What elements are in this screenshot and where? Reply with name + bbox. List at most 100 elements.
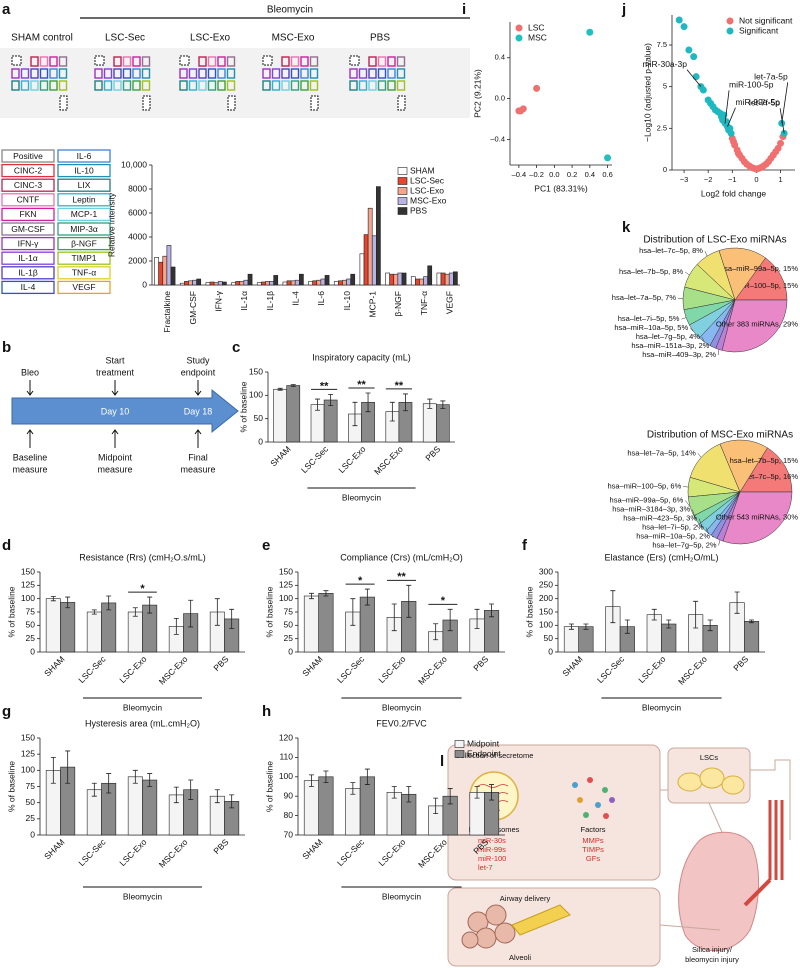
slice-label: hsa–let–7g–5p, 4% — [636, 332, 701, 341]
panel-label: b — [2, 339, 11, 356]
panel-label: e — [262, 537, 270, 554]
antibody-label: Leptin — [72, 195, 95, 205]
array-spot — [368, 68, 377, 79]
x-axis-label: Log2 fold change — [701, 188, 766, 198]
array-spot — [179, 68, 188, 79]
antibody-swatch — [1, 178, 55, 192]
annotation: miR-100-5p — [729, 80, 774, 90]
antibody-label: CNTF — [17, 195, 40, 205]
bar — [308, 281, 313, 286]
slice-leader — [689, 327, 695, 333]
error-bar — [350, 782, 356, 795]
bar — [469, 792, 485, 836]
array-spot — [141, 56, 151, 67]
array-spot — [377, 56, 387, 67]
significance-label: ** — [357, 379, 366, 391]
error-bar — [323, 770, 329, 784]
significance-label: ** — [397, 571, 406, 583]
legend-swatch — [397, 167, 408, 175]
antibody-label: IL-10 — [74, 165, 94, 175]
array-spot — [290, 56, 300, 67]
x-tick-label: LSC-Sec — [335, 653, 367, 685]
array-spot — [49, 80, 58, 91]
bar — [86, 611, 102, 653]
bar — [453, 271, 458, 286]
x-tick-label: –0.4 — [512, 170, 527, 179]
error-bar — [323, 590, 329, 597]
y-tick-label: 0 — [30, 646, 35, 656]
column-label: SHAM control — [11, 33, 73, 44]
slice-label: Other 543 miRNAs, 30% — [716, 512, 798, 521]
x-tick-label: MSC-Exo — [157, 654, 190, 687]
y-tick-label: 150 — [539, 606, 553, 616]
y-tick-label: 2.5 — [657, 123, 667, 132]
point — [699, 86, 707, 94]
bar — [213, 282, 219, 286]
bar — [324, 275, 330, 286]
bar — [294, 279, 300, 286]
bar — [346, 278, 351, 286]
legend-label: Not significant — [739, 15, 793, 25]
array-spot — [94, 55, 105, 66]
y-axis-label: % of baseline — [238, 381, 248, 432]
bar — [743, 621, 760, 653]
panel-label: l — [440, 753, 444, 770]
bar — [45, 598, 61, 653]
mirna-label: miR-30s — [478, 836, 506, 845]
x-tick-label: PBS — [423, 444, 442, 463]
chart-title: Elastance (Ers) (cmH₂O/mL) — [604, 552, 718, 562]
y-tick-label: 6000 — [128, 207, 147, 217]
error-bar — [229, 794, 235, 809]
x-tick-label: SHAM — [300, 654, 324, 678]
slice-label: hsa–let–7a–5p, 7% — [612, 293, 677, 302]
x-tick-label: PBS — [211, 837, 230, 856]
y-tick-label: 25 — [26, 813, 36, 823]
x-axis-label: PC1 (83.31%) — [534, 183, 588, 193]
error-bar — [427, 398, 433, 409]
x-tick-label: VEGF — [444, 291, 454, 314]
antibody-swatch — [1, 193, 55, 207]
bar — [261, 281, 266, 286]
y-tick-label: 75 — [284, 606, 294, 616]
array-spot — [309, 68, 319, 79]
antibody-swatch — [1, 266, 55, 280]
bar — [393, 273, 399, 286]
bar — [410, 276, 416, 286]
y-tick-label: 7.5 — [657, 40, 667, 49]
slice-label: hsa–let–7g–5p, 2% — [652, 540, 717, 549]
x-tick-label: MSC-Exo — [157, 837, 190, 870]
array-spot — [396, 56, 406, 67]
array-spot — [349, 80, 358, 91]
group-label: Bleomycin — [342, 492, 381, 502]
error-bar — [106, 595, 112, 611]
x-tick-label: −3 — [680, 175, 689, 184]
error-bar — [147, 596, 153, 614]
y-tick-label: 200 — [539, 593, 553, 603]
bar — [170, 266, 176, 286]
y-tick-label: 50 — [26, 797, 36, 807]
antibody-label: TNF-α — [72, 268, 96, 278]
chart-title: FEV0.2/FVC — [376, 718, 427, 728]
error-bar — [749, 619, 755, 624]
timeline-label: Bleo — [21, 367, 39, 377]
chart-title: Distribution of MSC-Exo miRNAs — [647, 430, 793, 441]
y-tick-label: 100 — [21, 593, 35, 603]
array-spot — [188, 68, 198, 79]
array-spot — [281, 56, 290, 67]
array-spot — [142, 95, 151, 111]
bar — [342, 279, 347, 286]
x-tick-label: 0.0 — [549, 170, 559, 179]
x-tick-label: −2 — [704, 175, 713, 184]
x-tick-label: LSC-Sec — [76, 836, 108, 868]
array-spot — [358, 68, 368, 79]
bar — [359, 253, 365, 286]
chart-title: Hysteresis area (mL.cmH₂O) — [85, 718, 200, 728]
legend-label: Significant — [739, 25, 779, 35]
bar — [371, 235, 377, 286]
array-spot — [262, 80, 271, 91]
y-tick-label: 125 — [279, 580, 293, 590]
bar — [345, 788, 361, 836]
x-tick-label: MSC-Exo — [676, 654, 709, 687]
legend-label: LSC-Sec — [410, 175, 445, 185]
error-bar — [666, 619, 672, 629]
